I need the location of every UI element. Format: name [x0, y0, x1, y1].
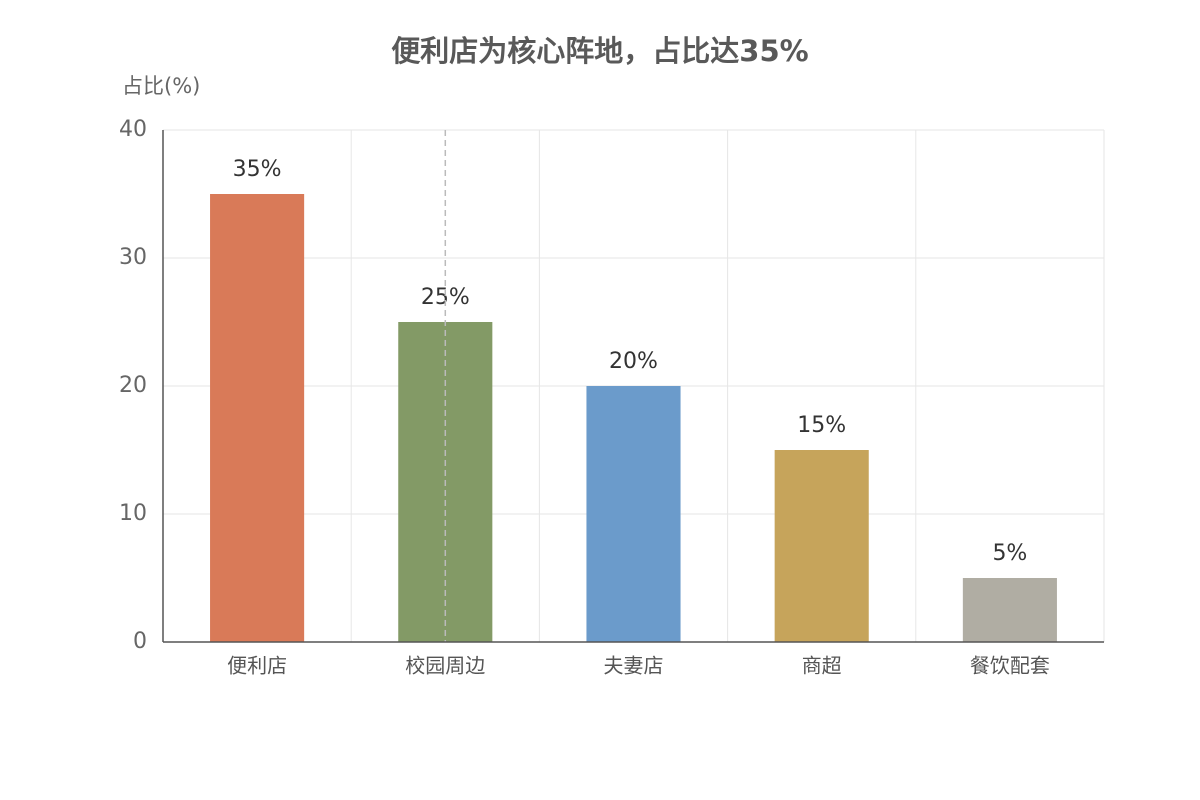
- bar: [586, 386, 681, 642]
- chart-title: 便利店为核心阵地，占比达35%: [391, 34, 808, 68]
- bar: [962, 578, 1057, 642]
- value-label: 20%: [609, 349, 658, 374]
- x-tick-label: 便利店: [227, 654, 287, 678]
- y-tick-label: 20: [119, 373, 147, 398]
- x-tick-label: 餐饮配套: [970, 654, 1050, 678]
- value-label: 5%: [992, 541, 1027, 566]
- x-tick-label: 夫妻店: [604, 654, 664, 678]
- x-tick-label: 商超: [802, 654, 842, 678]
- y-tick-label: 0: [133, 629, 147, 654]
- bar: [774, 450, 869, 642]
- value-label: 35%: [233, 157, 282, 182]
- y-tick-label: 10: [119, 501, 147, 526]
- y-tick-label: 30: [119, 245, 147, 270]
- x-tick-label: 校园周边: [405, 654, 485, 678]
- value-label: 25%: [421, 285, 470, 310]
- bar: [210, 194, 305, 642]
- y-tick-label: 40: [119, 117, 147, 142]
- value-label: 15%: [797, 413, 846, 438]
- y-axis-label: 占比(%): [122, 74, 200, 98]
